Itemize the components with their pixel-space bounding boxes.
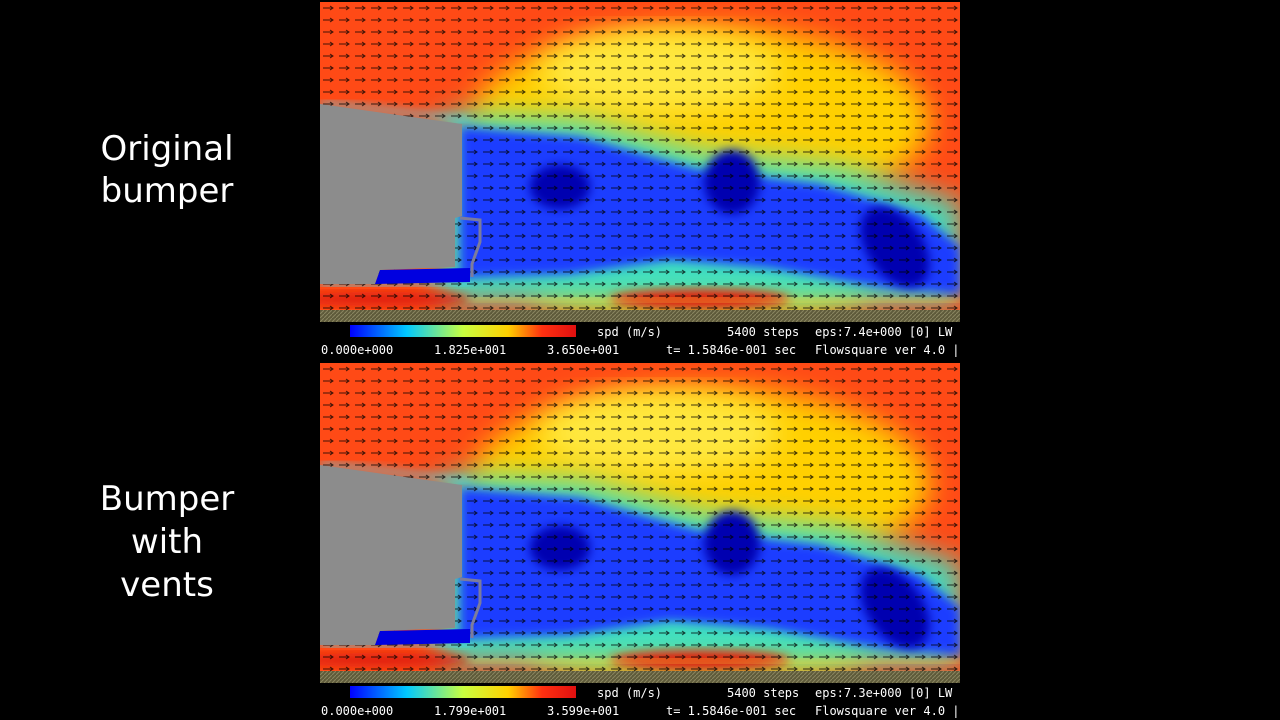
colorbar-mid: 1.825e+001 <box>434 343 506 357</box>
flow-field-image <box>290 2 960 322</box>
colorbar-max: 3.650e+001 <box>547 343 619 357</box>
panel-label: Original <box>100 129 233 169</box>
simulation-panel <box>290 2 960 322</box>
colorbar-max: 3.599e+001 <box>547 704 619 718</box>
colorbar-mid: 1.799e+001 <box>434 704 506 718</box>
panel-label: vents <box>120 565 214 605</box>
simulation-panel <box>290 363 960 683</box>
step-count: 5400 steps <box>727 325 799 339</box>
flow-field-image <box>290 363 960 683</box>
colorbar-quantity: spd (m/s) <box>597 325 662 339</box>
colorbar-min: 0.000e+000 <box>321 704 393 718</box>
panel-label: bumper <box>101 171 234 211</box>
sim-time: t= 1.5846e-001 sec <box>666 704 796 718</box>
colorbar <box>350 686 576 698</box>
right-mask <box>960 0 1280 720</box>
colorbar-quantity: spd (m/s) <box>597 686 662 700</box>
colorbar-min: 0.000e+000 <box>321 343 393 357</box>
step-count: 5400 steps <box>727 686 799 700</box>
panel-label: with <box>131 522 203 562</box>
eps-info: eps:7.3e+000 [0] LW <box>815 686 953 700</box>
software-version: Flowsquare ver 4.0 | <box>815 343 960 357</box>
colorbar <box>350 325 576 337</box>
sim-time: t= 1.5846e-001 sec <box>666 343 796 357</box>
panel-label: Bumper <box>100 479 234 519</box>
status-bar: spd (m/s) 5400 steps eps:7.3e+000 [0] LW 0.… <box>321 686 960 718</box>
status-bar: spd (m/s) 5400 steps eps:7.4e+000 [0] LW 0.… <box>321 325 960 357</box>
eps-info: eps:7.4e+000 [0] LW <box>815 325 953 339</box>
software-version: Flowsquare ver 4.0 | <box>815 704 960 718</box>
